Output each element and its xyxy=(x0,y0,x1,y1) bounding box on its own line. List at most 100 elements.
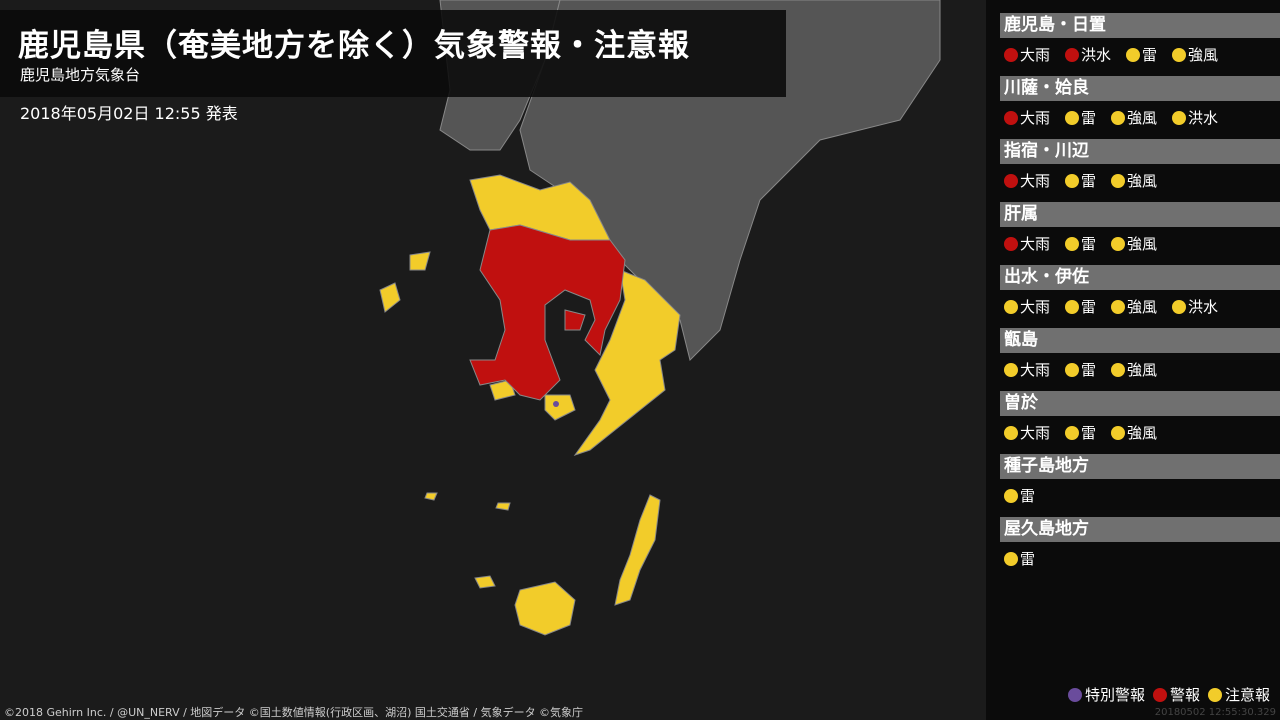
warning-items: 大雨 雷 強風 洪水 xyxy=(1000,296,1280,317)
warning-item: 雷 xyxy=(1065,422,1096,443)
level-dot-icon xyxy=(1111,425,1126,440)
warning-item: 大雨 xyxy=(1004,359,1050,380)
warning-label: 洪水 xyxy=(1081,46,1112,64)
warning-label: 大雨 xyxy=(1020,46,1051,64)
warning-label: 大雨 xyxy=(1020,235,1051,253)
warning-label: 強風 xyxy=(1127,235,1158,253)
warning-item: 洪水 xyxy=(1172,296,1218,317)
warning-item: 雷 xyxy=(1065,107,1096,128)
level-dot-icon xyxy=(1004,488,1018,503)
level-dot-icon xyxy=(1004,362,1018,377)
level-dot-icon xyxy=(1172,47,1187,62)
level-dot-icon xyxy=(1172,299,1187,314)
warning-items: 雷 xyxy=(1000,548,1280,569)
warning-label: 大雨 xyxy=(1020,172,1051,190)
region-block: 川薩・姶良大雨 雷 強風 洪水 xyxy=(1000,76,1280,128)
warning-item: 大雨 xyxy=(1004,170,1050,191)
warning-label: 雷 xyxy=(1142,46,1158,64)
region-block: 鹿児島・日置大雨 洪水 雷 強風 xyxy=(1000,13,1280,65)
warning-item: 強風 xyxy=(1172,44,1218,65)
warning-items: 雷 xyxy=(1000,485,1280,506)
legend-item: 警報 xyxy=(1152,684,1200,705)
warning-list-panel: 鹿児島・日置 大雨 洪水雷強風 川薩・姶良 大雨雷強風 洪水 指宿・川辺 大雨雷強風 肝属 大雨雷… xyxy=(986,0,1280,720)
legend-label: 注意報 xyxy=(1224,686,1270,704)
region-block: 肝属大雨 雷 強風 xyxy=(1000,202,1280,254)
warning-item: 雷 xyxy=(1065,233,1096,254)
warning-items: 大雨 洪水 雷 強風 xyxy=(1000,44,1280,65)
warning-item: 大雨 xyxy=(1004,107,1050,128)
warning-items: 大雨 雷 強風 xyxy=(1000,422,1280,443)
warning-item: 大雨 xyxy=(1004,422,1050,443)
warning-label: 強風 xyxy=(1127,172,1158,190)
warning-item: 強風 xyxy=(1111,422,1157,443)
warning-items: 大雨 雷 強風 xyxy=(1000,359,1280,380)
region-name: 曽於 xyxy=(1000,391,1280,416)
legend-dot-icon xyxy=(1152,687,1167,702)
warning-item: 雷 xyxy=(1065,170,1096,191)
warning-label: 強風 xyxy=(1127,424,1158,442)
issuing-office: 鹿児島地方気象台 xyxy=(20,66,141,84)
region-block: 甑島大雨 雷 強風 xyxy=(1000,328,1280,380)
warning-item: 洪水 xyxy=(1172,107,1218,128)
warning-items: 大雨 雷 強風 xyxy=(1000,233,1280,254)
warning-item: 強風 xyxy=(1111,296,1157,317)
region-block: 曽於大雨 雷 強風 xyxy=(1000,391,1280,443)
warning-label: 強風 xyxy=(1127,109,1158,127)
region-name: 川薩・姶良 xyxy=(1000,76,1280,101)
warning-item: 洪水 xyxy=(1065,44,1111,65)
credit-text: ©2018 Gehirn Inc. / @UN_NERV / 地図データ ©国土… xyxy=(4,706,584,719)
region-name: 甑島 xyxy=(1000,328,1280,353)
land-warning-areas xyxy=(469,224,626,401)
warning-label: 大雨 xyxy=(1020,109,1051,127)
level-dot-icon xyxy=(1065,173,1080,188)
level-dot-icon xyxy=(1065,362,1080,377)
warning-item: 強風 xyxy=(1111,170,1157,191)
warning-label: 雷 xyxy=(1081,361,1097,379)
level-dot-icon xyxy=(1004,47,1018,62)
warning-label: 洪水 xyxy=(1188,109,1219,127)
warning-label: 大雨 xyxy=(1020,361,1051,379)
level-dot-icon xyxy=(1111,110,1126,125)
warning-item: 強風 xyxy=(1111,107,1157,128)
region-block: 出水・伊佐 大雨 雷 強風 洪水 xyxy=(1000,265,1280,317)
region-name: 出水・伊佐 xyxy=(1000,265,1280,290)
warning-items: 大雨 雷 強風 洪水 xyxy=(1000,107,1280,128)
warning-item: 雷 xyxy=(1004,548,1035,569)
level-dot-icon xyxy=(1111,236,1126,251)
warning-label: 洪水 xyxy=(1188,298,1219,316)
title-banner xyxy=(0,10,786,97)
warning-label: 雷 xyxy=(1081,424,1097,442)
warning-item: 大雨 xyxy=(1004,233,1050,254)
warning-label: 強風 xyxy=(1127,361,1158,379)
warning-item: 大雨 xyxy=(1004,44,1050,65)
level-dot-icon xyxy=(1004,425,1018,440)
warning-item: 雷 xyxy=(1126,44,1157,65)
level-dot-icon xyxy=(1111,173,1126,188)
region-name: 種子島地方 xyxy=(1000,454,1280,479)
level-dot-icon xyxy=(1004,173,1018,188)
region-block: 種子島地方雷 xyxy=(1000,454,1280,506)
warning-label: 雷 xyxy=(1081,109,1097,127)
level-dot-icon xyxy=(1065,47,1080,62)
page-title: 鹿児島県（奄美地方を除く）気象警報・注意報 xyxy=(18,28,690,64)
region-name: 指宿・川辺 xyxy=(1000,139,1280,164)
region-name: 鹿児島・日置 xyxy=(1000,13,1280,38)
warning-label: 雷 xyxy=(1081,235,1097,253)
level-dot-icon xyxy=(1172,110,1187,125)
level-dot-icon xyxy=(1065,110,1080,125)
warning-item: 大雨 xyxy=(1004,296,1050,317)
warning-item: 強風 xyxy=(1111,359,1157,380)
warning-items: 大雨 雷 強風 xyxy=(1000,170,1280,191)
legend-dot-icon xyxy=(1067,687,1082,702)
legend: 特別警報 警報 注意報 xyxy=(1067,684,1270,705)
level-dot-icon xyxy=(1004,551,1018,566)
region-block: 指宿・川辺大雨 雷 強風 xyxy=(1000,139,1280,191)
issued-time: 2018年05月02日 12:55 発表 xyxy=(20,104,238,123)
level-dot-icon xyxy=(1111,299,1126,314)
region-name: 肝属 xyxy=(1000,202,1280,227)
level-dot-icon xyxy=(1004,299,1018,314)
warning-label: 強風 xyxy=(1188,46,1219,64)
warning-label: 大雨 xyxy=(1020,298,1051,316)
level-dot-icon xyxy=(1004,236,1018,251)
level-dot-icon xyxy=(1126,47,1141,62)
